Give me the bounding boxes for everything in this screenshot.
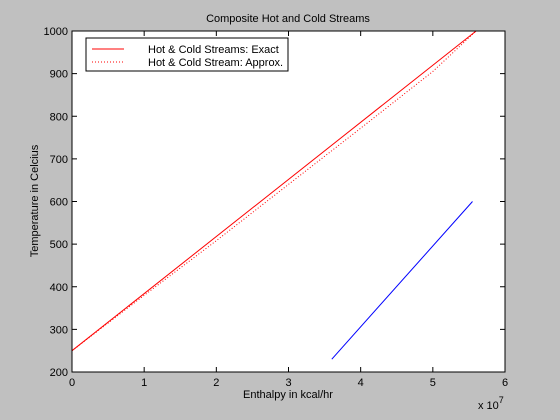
y-tick-label: 1000 <box>44 26 68 38</box>
y-tick-label: 200 <box>50 367 68 379</box>
series-line-1 <box>71 30 477 352</box>
y-tick-label: 700 <box>50 154 68 166</box>
y-tick-label: 300 <box>50 324 68 336</box>
x-tick-label: 4 <box>358 377 364 389</box>
y-tick-label: 400 <box>50 282 68 294</box>
series-line-2 <box>331 201 473 360</box>
x-tick-label: 0 <box>69 377 75 389</box>
x-tick-label: 6 <box>502 377 508 389</box>
y-tick-label: 800 <box>50 111 68 123</box>
y-tick-label: 600 <box>50 197 68 209</box>
x-tick-label: 5 <box>430 377 436 389</box>
plot-area <box>72 31 505 372</box>
axis-ticks: 0 1 2 3 4 5 6 200 300 400 500 600 700 800 900 1000 <box>44 26 509 389</box>
legend-label-1: Hot & Cold Stream: Approx. <box>148 57 283 69</box>
x-tick-label: 1 <box>141 377 147 389</box>
x-tick-label: 2 <box>213 377 219 389</box>
legend-label-0: Hot & Cold Streams: Exact <box>148 44 279 56</box>
x-axis-multiplier: x 107 <box>478 395 504 412</box>
y-axis-label: Temperature in Celcius <box>29 144 41 257</box>
x-axis-multiplier-exponent: 7 <box>499 395 504 405</box>
series-line-0 <box>71 30 477 352</box>
chart-title: Composite Hot and Cold Streams <box>206 13 370 25</box>
legend-box <box>85 37 289 72</box>
axes-frame <box>71 30 506 373</box>
series-layer <box>71 30 477 360</box>
x-axis-label: Enthalpy in kcal/hr <box>243 389 333 401</box>
y-tick-label: 500 <box>50 239 68 251</box>
x-axis-multiplier-base: x 10 <box>478 400 499 412</box>
x-tick-label: 3 <box>285 377 291 389</box>
y-tick-label: 900 <box>50 69 68 81</box>
